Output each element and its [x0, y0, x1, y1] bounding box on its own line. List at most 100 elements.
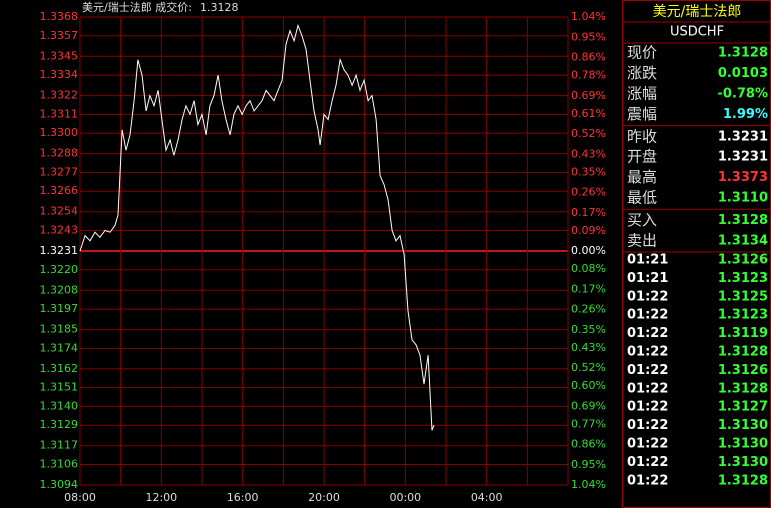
y2-tick-label: 0.43%	[571, 147, 606, 160]
trade-price: 1.3125	[718, 289, 768, 304]
trade-time: 01:22	[627, 418, 668, 433]
y2-tick-label: 0.86%	[571, 438, 606, 451]
y-tick-label: 1.3345	[40, 49, 79, 62]
trade-price: 1.3128	[718, 345, 768, 360]
y2-tick-label: 0.95%	[571, 30, 606, 43]
y-tick-label: 1.3174	[40, 341, 79, 354]
quote-value: 1.3128	[718, 46, 768, 61]
quote-value: 1.3134	[718, 233, 768, 248]
trade-price: 1.3126	[718, 363, 768, 378]
trade-price: 1.3128	[718, 381, 768, 396]
y-tick-label: 1.3185	[40, 323, 79, 336]
panel-symbol: USDCHF	[670, 25, 724, 40]
trade-time: 01:22	[627, 363, 668, 378]
y2-tick-label: 0.09%	[571, 224, 606, 237]
quote-value: 1.3231	[718, 150, 768, 165]
trade-price: 1.3127	[718, 400, 768, 415]
quote-value: 1.3110	[718, 191, 768, 206]
trade-price: 1.3126	[718, 253, 768, 268]
y2-tick-label: 0.43%	[571, 341, 606, 354]
x-tick-label: 20:00	[308, 491, 340, 504]
y2-tick-label: 0.26%	[571, 303, 606, 316]
y2-tick-label: 0.69%	[571, 89, 606, 102]
panel-title: 美元/瑞士法郎	[653, 4, 742, 20]
y2-tick-label: 0.77%	[571, 417, 606, 430]
trade-time: 01:22	[627, 289, 668, 304]
y-tick-label: 1.3162	[40, 362, 79, 375]
quote-value: 0.0103	[718, 66, 768, 81]
trade-time: 01:22	[627, 437, 668, 452]
y-tick-label: 1.3129	[40, 418, 79, 431]
trade-price: 1.3130	[718, 455, 768, 470]
quote-label: 震幅	[627, 105, 657, 123]
y2-tick-label: 0.08%	[571, 262, 606, 275]
quote-value: 1.3373	[718, 170, 768, 185]
x-tick-label: 08:00	[64, 491, 96, 504]
y-tick-label: 1.3266	[40, 184, 79, 197]
quote-label: 涨幅	[627, 85, 657, 103]
y-tick-label: 1.3243	[40, 224, 79, 237]
y-tick-label: 1.3311	[40, 107, 79, 120]
chart-subtitle: 1.3128	[200, 1, 239, 14]
y2-tick-label: 1.04%	[571, 478, 606, 491]
y-tick-label: 1.3106	[40, 458, 79, 471]
y-tick-label: 1.3197	[40, 302, 79, 315]
y2-tick-label: 0.61%	[571, 107, 606, 120]
trade-price: 1.3128	[718, 473, 768, 488]
y2-tick-label: 0.17%	[571, 282, 606, 295]
y-tick-label: 1.3357	[40, 29, 79, 42]
y-tick-label: 1.3151	[40, 381, 79, 394]
y-tick-label: 1.3277	[40, 165, 79, 178]
y2-tick-label: 0.86%	[571, 51, 606, 64]
y2-tick-label: 0.52%	[571, 361, 606, 374]
chart-title: 美元/瑞士法郎 成交价:	[82, 0, 192, 14]
quote-value: 1.3231	[718, 129, 768, 144]
trade-time: 01:22	[627, 473, 668, 488]
quote-label: 买入	[627, 211, 657, 229]
y2-tick-label: 1.04%	[571, 10, 606, 23]
trade-time: 01:22	[627, 326, 668, 341]
y2-tick-label: 0.17%	[571, 206, 606, 219]
y-tick-label: 1.3300	[40, 126, 79, 139]
y2-tick-label: 0.69%	[571, 399, 606, 412]
trade-time: 01:21	[627, 271, 668, 286]
y2-tick-label: 0.35%	[571, 323, 606, 336]
trade-price: 1.3130	[718, 418, 768, 433]
y2-tick-label: 0.52%	[571, 127, 606, 140]
quote-label: 涨跌	[627, 64, 657, 82]
quote-value: 1.99%	[723, 107, 768, 122]
y-tick-label: 1.3208	[40, 283, 79, 296]
quote-label: 卖出	[627, 231, 657, 249]
quote-label: 现价	[627, 44, 657, 62]
trade-time: 01:22	[627, 381, 668, 396]
y-tick-label: 1.3117	[40, 439, 79, 452]
y-tick-label: 1.3231	[40, 244, 79, 257]
price-line	[79, 23, 435, 431]
trade-price: 1.3119	[718, 326, 768, 341]
y2-tick-label: 0.78%	[571, 69, 606, 82]
y-tick-label: 1.3322	[40, 89, 79, 102]
y2-tick-label: 0.60%	[571, 379, 606, 392]
quote-label: 开盘	[627, 148, 657, 166]
quote-label: 最高	[627, 168, 657, 186]
info-panel: 美元/瑞士法郎 USDCHF 现价 1.3128 涨跌 0.0103 涨幅 -0.78% 震幅 1…	[623, 4, 771, 488]
quote-label: 最低	[627, 189, 657, 207]
y-tick-label: 1.3334	[40, 68, 79, 81]
x-tick-label: 00:00	[389, 491, 421, 504]
trade-price: 1.3123	[718, 271, 768, 286]
quote-label: 昨收	[627, 127, 657, 145]
trade-price: 1.3123	[718, 308, 768, 323]
trade-time: 01:22	[627, 308, 668, 323]
trade-time: 01:22	[627, 400, 668, 415]
quote-value: -0.78%	[718, 87, 769, 102]
quote-value: 1.3128	[718, 213, 768, 228]
trade-time: 01:22	[627, 455, 668, 470]
trade-price: 1.3130	[718, 437, 768, 452]
x-tick-label: 04:00	[471, 491, 503, 504]
y-tick-label: 1.3140	[40, 399, 79, 412]
y2-tick-label: 0.26%	[571, 186, 606, 199]
y-tick-label: 1.3094	[40, 478, 79, 491]
x-tick-label: 16:00	[227, 491, 259, 504]
